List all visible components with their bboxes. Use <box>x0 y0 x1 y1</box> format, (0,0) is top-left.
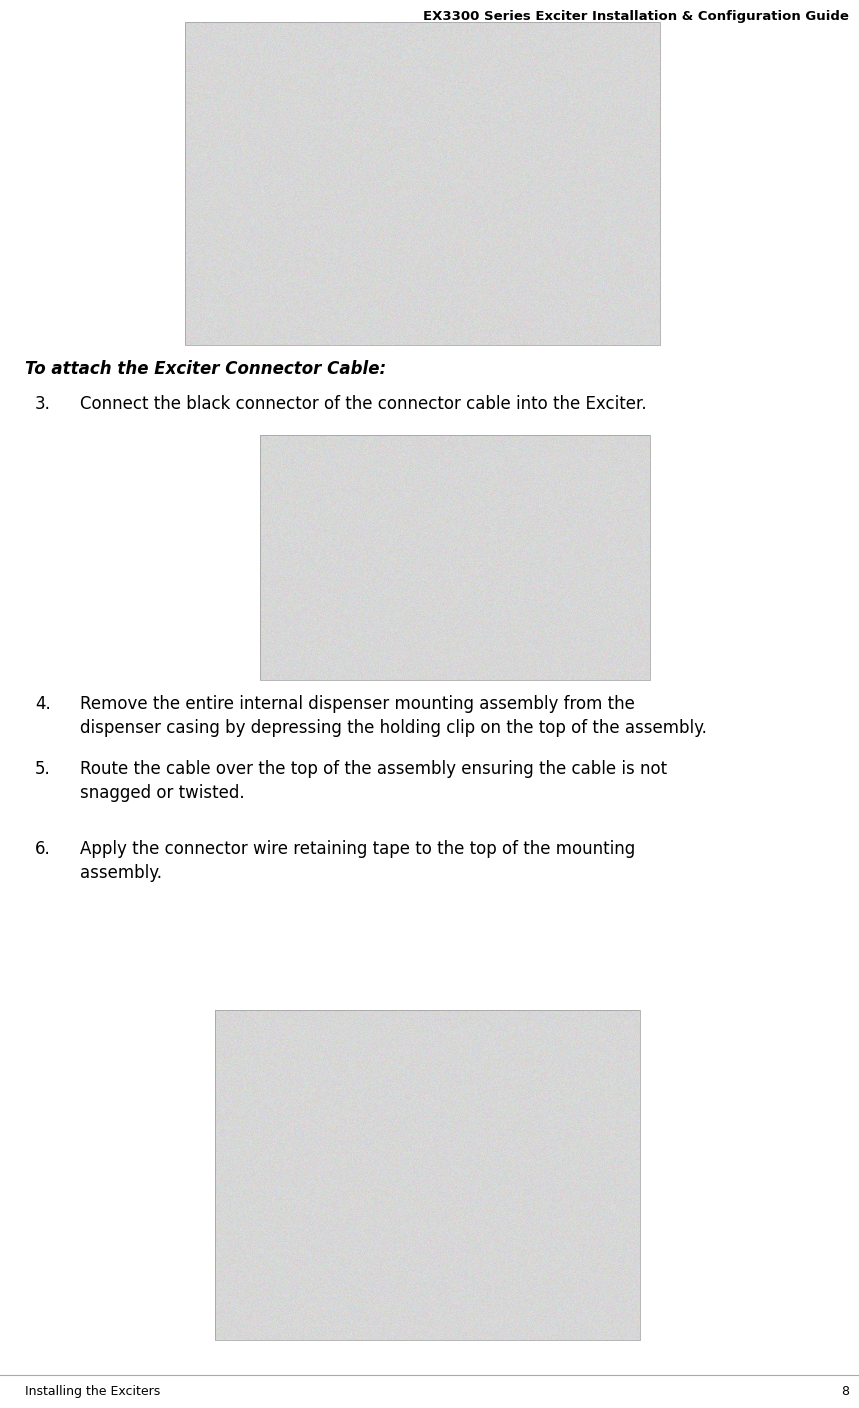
Text: 3.: 3. <box>35 396 51 413</box>
Bar <box>260 435 650 680</box>
Bar <box>185 23 660 345</box>
Text: Route the cable over the top of the assembly ensuring the cable is not
snagged o: Route the cable over the top of the asse… <box>80 760 667 801</box>
Text: Connect the black connector of the connector cable into the Exciter.: Connect the black connector of the conne… <box>80 396 647 413</box>
Bar <box>215 1010 640 1340</box>
Text: Installing the Exciters: Installing the Exciters <box>25 1385 161 1398</box>
Text: Remove the entire internal dispenser mounting assembly from the
dispenser casing: Remove the entire internal dispenser mou… <box>80 696 707 736</box>
Text: 4.: 4. <box>35 696 51 712</box>
Text: EX3300 Series Exciter Installation & Configuration Guide: EX3300 Series Exciter Installation & Con… <box>423 10 849 23</box>
Text: 5.: 5. <box>35 760 51 779</box>
Text: 6.: 6. <box>35 841 51 857</box>
Text: 8: 8 <box>841 1385 849 1398</box>
Text: To attach the Exciter Connector Cable:: To attach the Exciter Connector Cable: <box>25 360 387 377</box>
Text: Apply the connector wire retaining tape to the top of the mounting
assembly.: Apply the connector wire retaining tape … <box>80 841 636 881</box>
